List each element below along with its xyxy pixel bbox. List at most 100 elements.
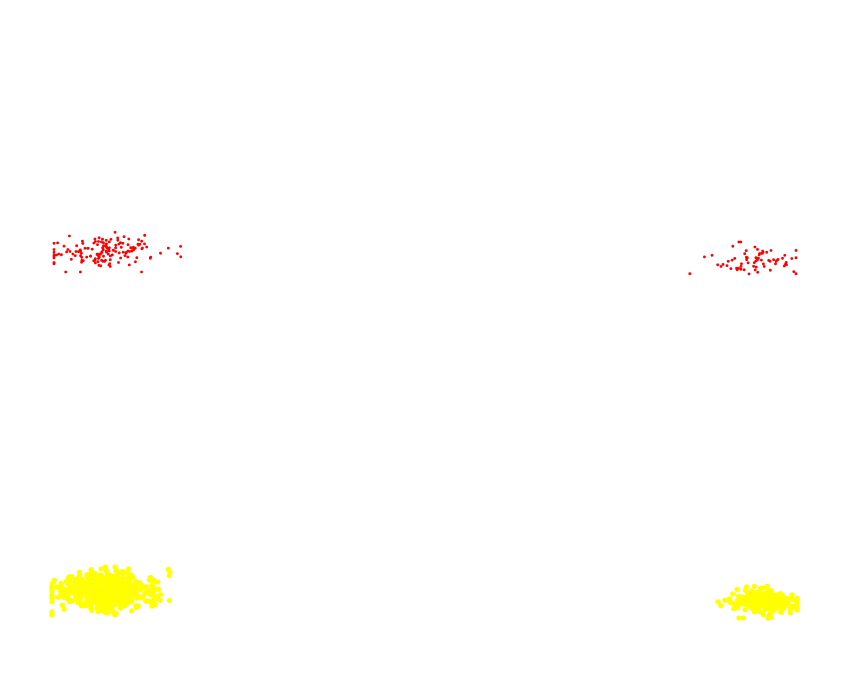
data-point	[49, 594, 55, 600]
data-point	[765, 598, 771, 604]
data-point	[91, 590, 98, 597]
data-point	[61, 606, 67, 612]
data-point	[149, 255, 153, 259]
data-point	[735, 266, 738, 270]
data-point	[68, 234, 71, 238]
data-point	[52, 250, 56, 254]
data-point	[745, 255, 748, 259]
data-point	[61, 587, 68, 593]
data-point	[57, 593, 64, 599]
data-point	[155, 579, 161, 585]
data-point	[769, 249, 773, 252]
data-point	[124, 251, 128, 255]
data-point	[72, 589, 78, 596]
data-point	[94, 601, 100, 607]
data-point	[730, 591, 736, 597]
data-point	[77, 582, 83, 588]
data-point	[129, 246, 133, 250]
data-point	[167, 569, 173, 575]
data-point	[51, 577, 57, 583]
data-point	[126, 255, 130, 259]
data-point	[762, 262, 765, 266]
data-point	[143, 242, 146, 246]
data-point	[56, 241, 59, 245]
data-point	[98, 252, 102, 256]
data-point	[70, 598, 76, 604]
data-point	[78, 603, 84, 609]
data-point	[98, 598, 104, 605]
data-point	[78, 590, 84, 596]
data-point	[159, 251, 162, 255]
data-point	[145, 245, 149, 249]
data-point	[150, 599, 156, 605]
data-point	[756, 270, 760, 274]
data-point	[107, 249, 111, 253]
data-point	[719, 265, 723, 268]
data-point	[736, 601, 742, 607]
data-point	[80, 258, 84, 262]
data-point	[129, 608, 135, 614]
data-point	[784, 261, 788, 264]
data-point	[74, 577, 80, 583]
data-point	[140, 270, 143, 274]
data-point	[768, 590, 774, 597]
data-point	[119, 256, 122, 260]
data-point	[93, 237, 97, 241]
data-point	[119, 245, 123, 249]
data-point	[121, 250, 125, 254]
series-0-cluster-0	[52, 230, 183, 274]
data-point	[96, 260, 100, 263]
data-point	[126, 566, 132, 572]
data-point	[71, 252, 75, 256]
data-point	[151, 585, 157, 591]
data-point	[731, 605, 737, 612]
data-point	[166, 246, 170, 250]
data-point	[102, 244, 105, 248]
data-point	[794, 607, 800, 613]
data-point	[116, 238, 120, 242]
data-point	[125, 593, 131, 599]
data-point	[752, 264, 755, 268]
data-point	[117, 242, 121, 246]
data-point	[77, 598, 83, 604]
data-point	[127, 263, 131, 267]
data-point	[742, 607, 748, 613]
data-point	[783, 263, 787, 266]
data-point	[89, 570, 96, 576]
data-point	[85, 580, 92, 586]
data-point	[73, 254, 77, 257]
data-point	[110, 590, 116, 596]
data-point	[106, 604, 112, 611]
data-point	[105, 242, 108, 246]
data-point	[131, 581, 137, 587]
data-point	[739, 267, 743, 271]
data-point	[747, 601, 753, 607]
data-point	[105, 600, 111, 606]
data-point	[116, 236, 120, 240]
data-point	[68, 250, 72, 253]
data-point	[755, 601, 761, 607]
data-point	[57, 252, 61, 256]
data-point	[710, 253, 714, 257]
data-point	[86, 246, 90, 250]
data-point	[111, 248, 115, 252]
data-point	[100, 240, 103, 244]
data-point	[63, 592, 69, 598]
data-point	[730, 258, 734, 262]
data-point	[736, 593, 742, 599]
data-point	[753, 245, 757, 249]
data-point	[105, 610, 111, 616]
data-point	[135, 256, 139, 259]
data-point	[742, 587, 748, 593]
data-point	[760, 258, 763, 262]
data-point	[739, 265, 743, 268]
data-point	[752, 261, 756, 264]
data-point	[734, 597, 740, 604]
data-point	[89, 254, 92, 258]
data-point	[60, 253, 63, 257]
data-point	[65, 250, 68, 254]
data-point	[108, 258, 112, 262]
data-point	[103, 567, 109, 574]
data-point	[114, 250, 117, 253]
